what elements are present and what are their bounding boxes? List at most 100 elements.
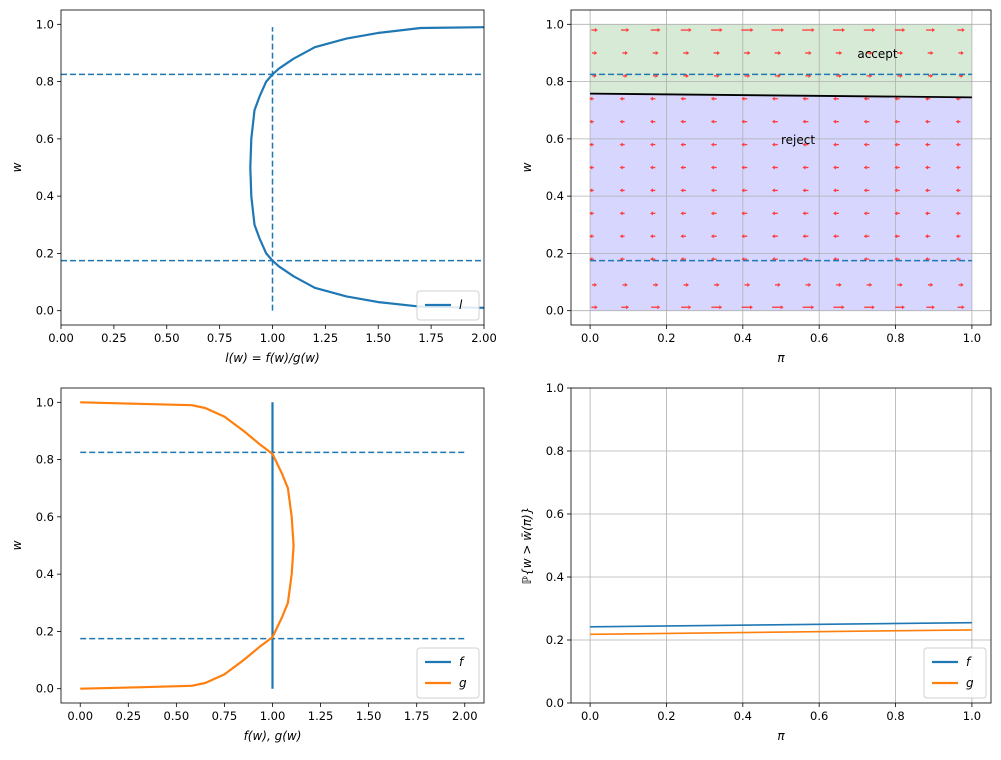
legend-label-f: f (966, 655, 972, 669)
quiver-arrow (650, 257, 656, 262)
x-tick-label: 0.75 (207, 331, 233, 345)
x-tick-label: 0.00 (48, 331, 74, 345)
x-tick-label: 0.50 (164, 709, 190, 723)
y-tick-label: 0.0 (546, 696, 564, 710)
quiver-arrow (925, 188, 931, 193)
quiver-arrow (771, 142, 778, 147)
quiver-arrow (955, 257, 961, 262)
quiver-arrow (894, 165, 900, 170)
quiver-arrow (650, 211, 656, 216)
quiver-arrow (894, 188, 900, 193)
quiver-arrow (771, 119, 778, 124)
quiver-arrow (894, 28, 906, 33)
quiver-arrow (710, 28, 723, 33)
quiver-arrow (772, 305, 784, 310)
quiver-arrow (955, 234, 961, 239)
quiver-arrow (955, 142, 961, 147)
y-tick-label: 0.6 (36, 132, 54, 146)
y-tick-label: 1.0 (36, 17, 54, 31)
quiver-arrow (958, 282, 964, 287)
quiver-arrow (680, 234, 687, 239)
x-tick-label: 0.0 (581, 709, 599, 723)
quiver-arrow (926, 28, 936, 33)
x-tick-label: 1.50 (365, 331, 391, 345)
quiver-arrow (805, 282, 812, 287)
quiver-arrow (680, 142, 687, 147)
quiver-arrow (710, 119, 717, 124)
quiver-arrow (863, 188, 870, 193)
x-tick-label: 0.8 (886, 331, 904, 345)
legend: fg (416, 647, 480, 699)
quiver-arrow (802, 305, 815, 310)
quiver-arrow (774, 50, 782, 55)
quiver-arrow (957, 305, 965, 310)
y-tick-label: 0.2 (546, 633, 564, 647)
quiver-arrow (683, 282, 690, 287)
quiver-arrow (771, 234, 778, 239)
quiver-arrow (925, 165, 931, 170)
quiver-arrow (802, 188, 809, 193)
legend: fg (923, 647, 987, 699)
quiver-arrow (894, 119, 900, 124)
x-tick-label: 0.8 (886, 709, 904, 723)
legend-label-f: f (459, 655, 465, 669)
y-tick-label: 0.8 (36, 453, 54, 467)
quiver-arrow (833, 165, 839, 170)
legend-box (923, 647, 987, 699)
quiver-arrow (863, 96, 870, 101)
y-axis-label: w (10, 540, 24, 550)
quiver-arrow (802, 211, 809, 216)
quiver-arrow (802, 142, 809, 147)
x-tick-label: 1.00 (260, 709, 286, 723)
quiver-arrow (925, 119, 931, 124)
quiver-arrow (650, 28, 661, 33)
quiver-arrow (836, 73, 842, 78)
quiver-arrow (710, 96, 717, 101)
quiver-arrow (741, 305, 754, 310)
annotation-reject: reject (781, 133, 815, 147)
quiver-arrow (894, 142, 900, 147)
quiver-arrow (771, 28, 785, 33)
y-tick-label: 0.6 (546, 132, 564, 146)
quiver-arrow (864, 305, 875, 310)
quiver-arrow (925, 211, 931, 216)
quiver-arrow (619, 188, 625, 193)
x-tick-label: 1.75 (418, 331, 444, 345)
quiver-arrow (681, 305, 692, 310)
series-l (249, 26, 484, 309)
quiver-arrow (589, 188, 594, 193)
quiver-arrow (863, 28, 876, 33)
quiver-arrow (591, 305, 598, 310)
y-axis-label: w (520, 162, 534, 172)
x-tick-label: 2.00 (452, 709, 478, 723)
quiver-arrow (866, 282, 873, 287)
quiver-arrow (833, 188, 839, 193)
quiver-arrow (622, 50, 628, 55)
x-tick-label: 0.00 (67, 709, 93, 723)
quiver-arrow (650, 234, 656, 239)
quiver-arrow (771, 96, 778, 101)
x-axis-label: π (777, 729, 785, 743)
annotation-accept: accept (857, 47, 898, 61)
y-axis-label: ℙ{w > w̄(π)} (520, 507, 534, 585)
quiver-arrow (863, 142, 870, 147)
x-tick-label: 2.00 (471, 331, 497, 345)
quiver-arrow (925, 234, 931, 239)
quiver-arrow (774, 282, 781, 287)
region-accept (590, 24, 972, 98)
quiver-arrow (863, 234, 870, 239)
quiver-arrow (680, 96, 687, 101)
quiver-arrow (710, 142, 717, 147)
y-axis-label: w (10, 162, 24, 172)
subplot-3: 0.00 0.25 0.50 0.75 1.00 1.25 1.50 1.75 2.00 0.0 0… (10, 387, 485, 743)
quiver-arrow (652, 282, 659, 287)
quiver-arrow (741, 188, 748, 193)
quiver-arrow (832, 28, 845, 33)
y-tick-label: 0.4 (546, 189, 564, 203)
x-tick-label: 0.0 (581, 331, 599, 345)
quiver-arrow (741, 142, 748, 147)
quiver-arrow (589, 119, 594, 124)
quiver-arrow (589, 165, 594, 170)
quiver-arrow (955, 119, 961, 124)
